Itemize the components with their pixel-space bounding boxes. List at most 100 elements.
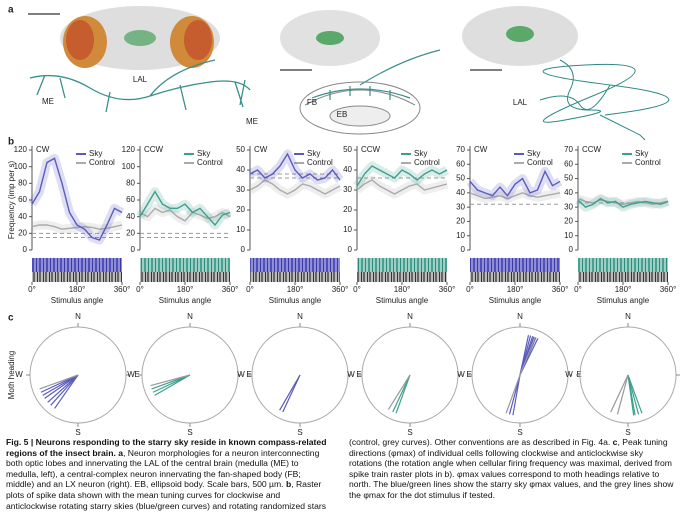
- legend-label: Control: [307, 158, 333, 167]
- legend-label: Sky: [527, 149, 540, 158]
- caption-text: , Neuron morphologies for a neuron inter…: [6, 447, 320, 490]
- compass-label: N: [297, 312, 303, 321]
- figure: abcLALMEMEFBEBLAL020406080100120ControlS…: [7, 5, 680, 435]
- x-axis-label: Stimulus angle: [597, 296, 650, 305]
- x-axis-label: Stimulus angle: [159, 296, 212, 305]
- heading-line: [392, 374, 411, 413]
- x-tick-label: 360°: [114, 285, 131, 294]
- y-tick-label: 30: [343, 185, 352, 194]
- series-line: [469, 169, 561, 197]
- heading-line: [150, 374, 191, 387]
- y-tick-label: 20: [126, 228, 135, 237]
- compass-label: W: [127, 370, 135, 379]
- y-tick-label: 30: [456, 202, 465, 211]
- raster: [140, 258, 230, 272]
- heading-line: [519, 336, 536, 376]
- heading-line: [39, 374, 79, 390]
- x-tick-label: 360°: [332, 285, 349, 294]
- raster: [32, 272, 122, 282]
- y-tick-label: 50: [236, 145, 245, 154]
- series-line: [139, 207, 231, 222]
- x-tick-label: 360°: [439, 285, 456, 294]
- panel-label: b: [8, 137, 14, 148]
- raster: [250, 258, 340, 272]
- y-tick-label: 0: [569, 245, 574, 254]
- x-axis-label: Stimulus angle: [489, 296, 542, 305]
- heading-line: [47, 374, 79, 403]
- region-label: LAL: [513, 98, 528, 107]
- chart-title: CW: [254, 145, 268, 154]
- raster: [578, 272, 668, 282]
- y-tick-label: 60: [564, 159, 573, 168]
- raster: [578, 258, 668, 272]
- y-axis-label: Moth heading: [7, 351, 16, 399]
- y-tick-label: 40: [126, 212, 135, 221]
- x-tick-label: 0°: [136, 285, 144, 294]
- region-label: ME: [42, 97, 54, 106]
- legend-label: Control: [197, 158, 223, 167]
- legend-label: Sky: [89, 149, 102, 158]
- y-tick-label: 70: [564, 145, 573, 154]
- heading-line: [387, 374, 411, 410]
- y-tick-label: 20: [18, 228, 27, 237]
- compass-label: N: [75, 312, 81, 321]
- y-tick-label: 50: [564, 174, 573, 183]
- y-tick-label: 100: [14, 162, 28, 171]
- y-tick-label: 0: [23, 245, 28, 254]
- raster: [357, 258, 447, 272]
- legend-label: Sky: [307, 149, 320, 158]
- series-line: [249, 179, 341, 195]
- x-axis-label: Stimulus angle: [269, 296, 322, 305]
- legend-label: Control: [89, 158, 115, 167]
- caption-text: b: [285, 479, 292, 490]
- compass-label: S: [625, 428, 630, 435]
- x-axis-label: Stimulus angle: [51, 296, 104, 305]
- legend-label: Sky: [197, 149, 210, 158]
- series-line: [31, 224, 123, 230]
- heading-line: [505, 374, 521, 414]
- compass-label: N: [517, 312, 523, 321]
- y-tick-label: 10: [564, 231, 573, 240]
- region-label: ME: [246, 117, 258, 126]
- y-tick-label: 0: [348, 245, 353, 254]
- heading-line: [54, 374, 79, 409]
- raster: [250, 272, 340, 282]
- y-tick-label: 80: [126, 178, 135, 187]
- y-tick-label: 40: [18, 212, 27, 221]
- series-line: [249, 152, 341, 181]
- y-tick-label: 120: [14, 145, 28, 154]
- y-tick-label: 70: [456, 145, 465, 154]
- compass-label: N: [187, 312, 193, 321]
- compass-label: N: [625, 312, 631, 321]
- y-tick-label: 30: [564, 202, 573, 211]
- y-tick-label: 80: [18, 178, 27, 187]
- region-label: LAL: [133, 75, 148, 84]
- x-tick-label: 360°: [222, 285, 239, 294]
- heading-line: [610, 374, 629, 413]
- x-tick-label: 180°: [615, 285, 632, 294]
- compass-label: S: [187, 428, 192, 435]
- x-tick-label: 0°: [28, 285, 36, 294]
- region-label: FB: [307, 98, 317, 107]
- x-tick-label: 360°: [552, 285, 569, 294]
- heading-line: [279, 374, 301, 411]
- legend-label: Control: [414, 158, 440, 167]
- y-tick-label: 120: [122, 145, 136, 154]
- x-tick-label: 360°: [660, 285, 677, 294]
- y-tick-label: 20: [236, 205, 245, 214]
- x-tick-label: 0°: [466, 285, 474, 294]
- panel-label: a: [8, 5, 14, 16]
- y-tick-label: 30: [236, 185, 245, 194]
- raster: [140, 272, 230, 282]
- caption-text: , Peak tuning directions (φmax) of indiv…: [349, 437, 674, 500]
- y-tick-label: 40: [236, 165, 245, 174]
- y-tick-label: 50: [456, 174, 465, 183]
- chart-title: CCW: [361, 145, 381, 154]
- legend-label: Sky: [414, 149, 427, 158]
- compass-label: S: [297, 428, 302, 435]
- compass-label: W: [347, 370, 355, 379]
- x-tick-label: 0°: [353, 285, 361, 294]
- caption-text: c: [612, 437, 618, 447]
- compass-label: S: [407, 428, 412, 435]
